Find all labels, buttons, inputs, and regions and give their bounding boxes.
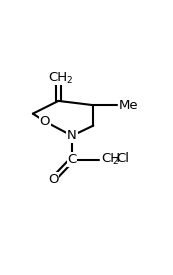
Text: CH: CH — [48, 72, 67, 84]
Text: CH: CH — [101, 152, 120, 165]
Text: Me: Me — [119, 99, 138, 112]
Text: 2: 2 — [67, 76, 72, 85]
Text: 2: 2 — [112, 157, 117, 166]
Text: N: N — [67, 129, 77, 142]
Text: Cl: Cl — [116, 152, 129, 165]
Text: O: O — [40, 115, 50, 128]
Text: O: O — [48, 173, 58, 186]
Text: C: C — [67, 153, 77, 166]
